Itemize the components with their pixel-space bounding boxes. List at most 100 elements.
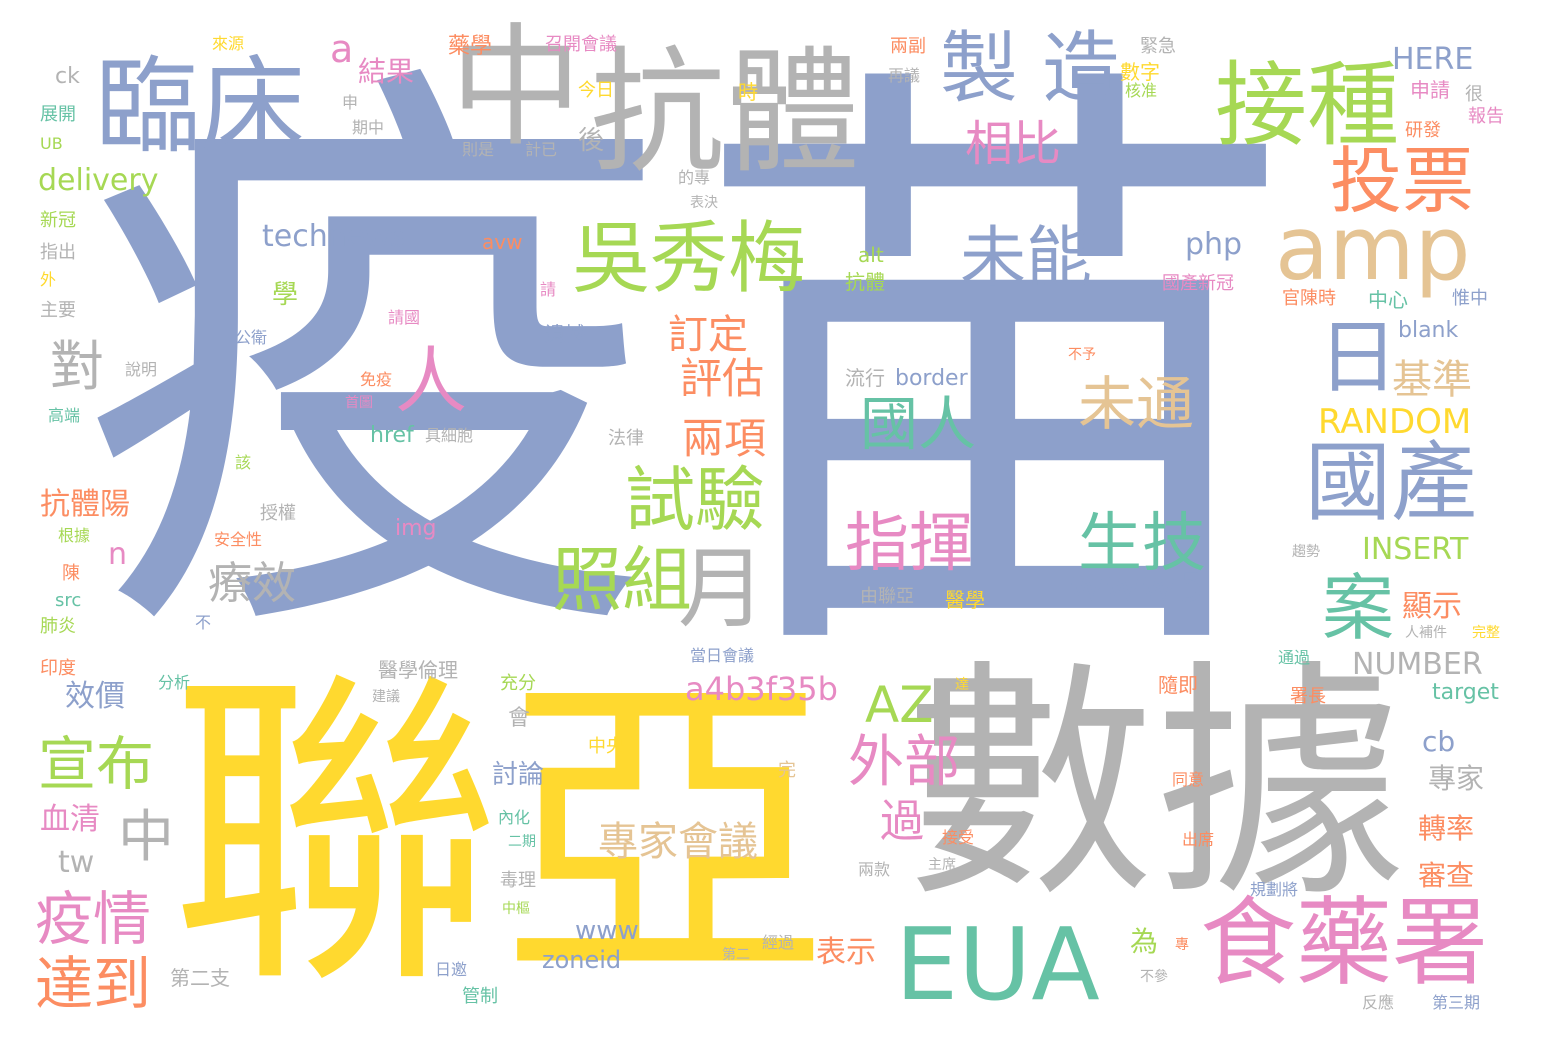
word: HERE [1392, 42, 1474, 77]
word: border [895, 366, 968, 391]
word: 完 [778, 760, 796, 781]
word: 日 [1318, 311, 1398, 404]
word: 後 [578, 126, 605, 156]
word: 召開會議 [545, 34, 617, 55]
word: delivery [38, 163, 159, 198]
word: 遺憾 [545, 322, 585, 346]
word: 安全性 [214, 530, 263, 549]
word: 法律 [608, 428, 644, 449]
word: 署長 [1290, 686, 1326, 707]
word: 造 [1042, 24, 1121, 114]
word: 印度 [40, 658, 76, 679]
word: 充分 [500, 673, 536, 694]
word: 專 [1175, 937, 1189, 953]
word: 同意 [1172, 770, 1205, 789]
word: 國產 [1305, 433, 1477, 533]
word: 轉率 [1418, 812, 1475, 845]
word: 請國 [388, 308, 421, 327]
word: href [370, 423, 414, 448]
word: 接種 [1215, 52, 1400, 159]
word: blank [1398, 318, 1459, 343]
word: 結果 [358, 55, 415, 88]
word: 兩款 [858, 860, 891, 879]
word: 專家會議 [598, 819, 758, 865]
word: 中央 [588, 736, 624, 757]
word: 的專 [678, 168, 711, 187]
word: 投票 [1330, 139, 1475, 223]
word: 報告 [1468, 106, 1504, 127]
word: AZ [865, 676, 934, 734]
word: zoneid [542, 946, 622, 974]
word: 今日 [578, 80, 614, 101]
word: 很 [1465, 84, 1483, 105]
word: alt [858, 243, 884, 267]
word: 試驗 [625, 459, 765, 541]
word: 表示 [816, 935, 876, 970]
word: 血清 [40, 802, 100, 837]
word: 療效 [208, 558, 296, 609]
word: 指出 [40, 242, 76, 263]
word: 期中 [352, 118, 385, 137]
word: 計已 [525, 140, 558, 159]
word: 首圖 [345, 395, 373, 411]
word: 藥學 [448, 34, 493, 59]
word: 經過 [762, 933, 795, 952]
word: 達到 [35, 950, 152, 1018]
word: 為 [1130, 925, 1159, 958]
word: tw [58, 845, 95, 880]
word: 主要 [40, 300, 76, 321]
word: 授權 [260, 503, 296, 524]
word: 公衛 [235, 328, 268, 347]
word: 生技 [1078, 507, 1206, 581]
word: 反應 [1362, 993, 1395, 1012]
word: 主席 [928, 857, 956, 873]
word: 肺炎 [40, 616, 76, 637]
word: 食藥署 [1200, 887, 1488, 999]
word: 外 [40, 270, 57, 289]
word: 吳秀梅 [572, 214, 807, 304]
word: 聯亞 [170, 643, 830, 1027]
word: 第二 [722, 947, 750, 963]
word: 國產新冠 [1162, 273, 1234, 294]
word: 第二支 [170, 966, 230, 990]
word: 表決 [690, 195, 718, 211]
word: RANDOM [1318, 402, 1472, 442]
word: 醫學 [945, 588, 985, 612]
word: 兩副 [890, 36, 926, 57]
word: 未通 [1078, 370, 1195, 438]
word: technews [262, 219, 406, 254]
word: 惟中 [1452, 288, 1488, 309]
word: 討論 [492, 760, 545, 790]
word: 陳 [62, 563, 80, 584]
word: 免疫 [360, 370, 393, 389]
word: 照組 [552, 539, 692, 621]
word: 緊急 [1140, 36, 1176, 57]
word: 毒理 [500, 870, 536, 891]
word: 中 [118, 805, 174, 870]
word: 疫 [78, 21, 668, 708]
word: php [1185, 227, 1243, 262]
word: 審查 [1418, 859, 1475, 892]
word: 申 [342, 93, 359, 112]
word: img [395, 516, 437, 541]
word: www [575, 916, 639, 946]
word: cb [1422, 725, 1456, 758]
word: 效價 [65, 679, 125, 714]
word: 會 [508, 706, 531, 731]
word: 製 [940, 24, 1019, 114]
word: a4b3f35b [685, 670, 838, 708]
word: EUA [895, 906, 1100, 1023]
word: 趨勢 [1292, 544, 1320, 560]
word: 不 [195, 613, 212, 632]
word: target [1432, 680, 1499, 705]
word: NUMBER [1352, 647, 1483, 682]
word: 隨即 [1158, 673, 1198, 697]
word: 臨床 [95, 46, 306, 168]
word: 未能 [960, 219, 1092, 296]
word: 該 [235, 453, 252, 472]
word: 案 [1322, 566, 1395, 650]
word: 中樞 [502, 901, 530, 917]
word: 指揮 [845, 507, 973, 581]
word: 展開 [40, 104, 76, 125]
word: www5 [1068, 561, 1204, 612]
